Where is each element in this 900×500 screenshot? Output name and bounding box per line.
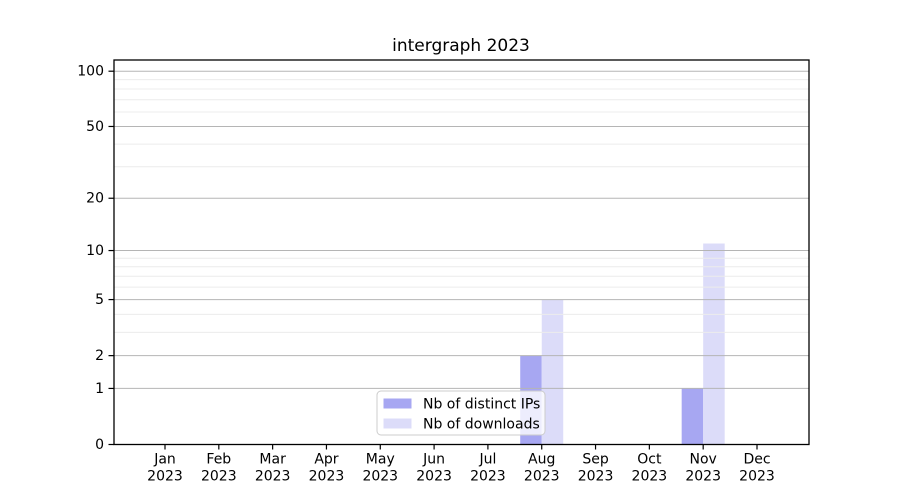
plot-border <box>113 59 810 446</box>
y-tick-label: 1 <box>95 381 104 397</box>
legend-label-distinct-ips: Nb of distinct IPs <box>423 397 540 413</box>
y-tick-label: 50 <box>86 119 104 135</box>
legend-swatch-downloads <box>383 418 412 429</box>
bar-distinct-ips-nov <box>681 388 704 445</box>
x-tick-label: Aug 2023 <box>524 452 560 485</box>
x-tick-label: Mar 2023 <box>255 452 291 485</box>
legend: Nb of distinct IPs Nb of downloads <box>376 390 546 436</box>
bar-downloads-aug <box>541 299 564 445</box>
chart-title: intergraph 2023 <box>392 36 530 56</box>
x-axis: Jan 2023 Feb 2023 Mar 2023 Apr 2023 May 2023 Jun 20… <box>147 444 775 485</box>
x-tick-label: May 2023 <box>362 452 398 485</box>
legend-label-downloads: Nb of downloads <box>423 417 540 433</box>
x-tick-label: Feb 2023 <box>201 452 237 485</box>
y-axis: 0 1 2 5 10 20 50 100 <box>77 64 114 453</box>
x-tick-label: Apr 2023 <box>309 452 345 485</box>
y-tick-label: 2 <box>95 348 104 364</box>
legend-item-distinct-ips: Nb of distinct IPs <box>383 397 540 413</box>
x-tick-label: Sep 2023 <box>578 452 614 485</box>
x-tick-label: Dec 2023 <box>739 452 775 485</box>
x-tick-label: Oct 2023 <box>632 452 668 485</box>
bar-downloads-nov <box>703 243 725 445</box>
plot-area: 0 1 2 5 10 20 50 100 Jan 2023 Feb 2023 Mar 2023 Apr 202… <box>77 59 810 485</box>
legend-swatch-distinct-ips <box>383 398 412 409</box>
bars-layer <box>520 243 725 445</box>
y-tick-label: 20 <box>86 191 104 207</box>
x-tick-label: Jan 2023 <box>147 452 183 485</box>
legend-box <box>376 390 546 436</box>
y-tick-label: 5 <box>95 292 104 308</box>
gridlines <box>114 70 809 389</box>
x-tick-label: Nov 2023 <box>685 452 721 485</box>
y-tick-label: 10 <box>86 243 104 259</box>
y-tick-label: 100 <box>77 64 104 80</box>
y-tick-label: 0 <box>95 437 104 453</box>
legend-item-downloads: Nb of downloads <box>383 417 540 433</box>
x-tick-label: Jun 2023 <box>416 452 452 485</box>
x-tick-label: Jul 2023 <box>470 452 506 485</box>
